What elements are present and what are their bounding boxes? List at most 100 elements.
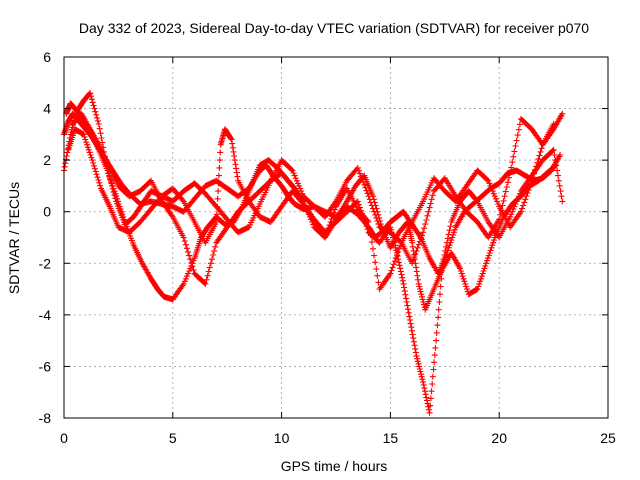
x-tick-label: 0 <box>60 430 68 446</box>
data-point-interp <box>309 219 316 225</box>
data-point-interp <box>84 141 91 148</box>
data-point-interp <box>420 301 427 308</box>
data-point <box>439 260 446 267</box>
data-point <box>413 353 420 360</box>
data-point-interp <box>514 132 521 139</box>
data-point-interp <box>392 242 398 249</box>
data-point-interp <box>458 270 465 277</box>
data-point-interp <box>366 196 373 203</box>
data-point-interp <box>487 182 494 189</box>
data-point <box>202 280 209 287</box>
data-point-interp <box>479 270 486 277</box>
data-point-interp <box>233 165 240 172</box>
data-point-interp <box>372 259 379 266</box>
data-point-interp <box>371 252 378 259</box>
data-point-interp <box>209 256 215 263</box>
data-point-interp <box>91 105 98 112</box>
data-point-interp <box>417 235 424 242</box>
data-point-interp <box>501 193 508 200</box>
data-point <box>518 208 524 215</box>
data-point-interp <box>328 215 335 222</box>
data-point-interp <box>551 163 558 170</box>
data-point-interp <box>205 268 212 275</box>
data-point-interp <box>397 268 404 275</box>
data-point-interp <box>504 179 511 186</box>
data-point-interp <box>227 135 234 142</box>
data-point <box>507 213 514 220</box>
data-point-interp <box>96 179 103 186</box>
data-point-interp <box>182 275 189 282</box>
data-point-interp <box>515 126 522 133</box>
data-point-interp <box>291 172 298 179</box>
data-point-interp <box>411 342 418 349</box>
grid-lines <box>64 57 608 418</box>
data-point <box>420 378 426 385</box>
data-point-interp <box>437 291 443 298</box>
data-point-interp <box>331 206 338 213</box>
data-point-interp <box>399 277 406 284</box>
data-point-interp <box>516 121 523 128</box>
data-point-interp <box>366 225 373 232</box>
data-point-interp <box>476 280 483 287</box>
data-point-interp <box>182 241 189 248</box>
data-point-interp <box>293 177 300 184</box>
data-point <box>400 280 407 287</box>
data-point-interp <box>444 235 451 242</box>
data-point-interp <box>91 162 97 169</box>
data-point-interp <box>526 184 533 190</box>
data-point-interp <box>534 159 541 166</box>
data-point-interp <box>484 176 491 183</box>
data-point-interp <box>508 164 515 171</box>
data-point-interp <box>229 140 236 147</box>
data-point-interp <box>557 188 564 195</box>
data-point-interp <box>502 188 509 195</box>
data-point <box>550 121 557 127</box>
data-point-interp <box>187 256 194 263</box>
data-point-interp <box>325 225 332 232</box>
data-point-interp <box>414 355 421 362</box>
data-point-interp <box>183 273 190 280</box>
data-point-interp <box>506 174 512 181</box>
data-point-interp <box>92 168 99 175</box>
data-point-interp <box>395 248 401 255</box>
data-point-interp <box>436 299 443 305</box>
data-point <box>407 317 413 323</box>
data-marks <box>61 90 566 416</box>
data-point <box>95 121 102 127</box>
data-point-interp <box>473 197 480 204</box>
data-point-interp <box>405 306 411 313</box>
data-point-interp <box>446 227 453 234</box>
y-tick-label: 4 <box>43 101 51 117</box>
data-point-interp <box>495 201 502 207</box>
data-point-interp <box>210 252 217 258</box>
x-tick-label: 5 <box>169 430 177 446</box>
data-point <box>409 239 416 246</box>
data-point-interp <box>373 214 380 221</box>
data-point-interp <box>363 223 370 230</box>
data-point-interp <box>536 152 543 159</box>
data-point-interp <box>432 344 439 351</box>
data-point-interp <box>445 231 452 238</box>
data-point-interp <box>326 222 333 229</box>
data-point-interp <box>375 221 382 228</box>
data-point-interp <box>368 239 375 246</box>
data-point-interp <box>556 182 563 189</box>
data-point <box>213 219 220 225</box>
data-point-interp <box>401 288 408 295</box>
data-point-interp <box>397 265 404 272</box>
data-point-interp <box>89 99 96 106</box>
data-point <box>89 157 96 164</box>
data-point-interp <box>375 279 382 286</box>
data-point-interp <box>83 139 90 146</box>
data-point-interp <box>525 187 532 194</box>
data-point-interp <box>524 190 531 197</box>
data-point-interp <box>87 152 94 158</box>
data-point-interp <box>63 153 70 159</box>
data-point <box>409 260 416 267</box>
data-point-interp <box>290 170 297 176</box>
data-point-interp <box>431 359 438 366</box>
data-point-interp <box>428 196 435 203</box>
data-point-interp <box>410 335 417 342</box>
data-point-interp <box>97 182 104 189</box>
data-point-interp <box>90 102 97 109</box>
